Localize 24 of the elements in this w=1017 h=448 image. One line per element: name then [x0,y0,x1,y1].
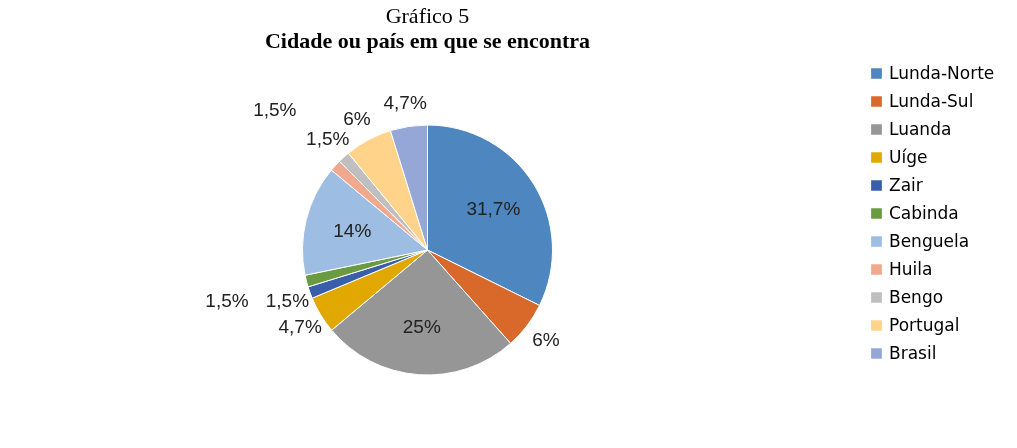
legend-label: Huila [889,258,933,279]
data-label: 4,7% [383,91,427,113]
legend-label: Brasil [889,342,937,363]
data-label: 6% [343,107,371,129]
legend-label: Luanda [889,118,952,139]
data-label: 1,5% [265,289,310,311]
legend-label: Portugal [889,314,960,335]
legend-label: Cabinda [889,202,959,223]
data-label: 1,5% [253,99,297,121]
data-label: 4,7% [278,316,322,338]
chart-subtitle: Cidade ou país em que se encontra [264,28,591,53]
data-label: 1,5% [205,290,249,312]
data-label: 6% [532,329,560,351]
legend-label: Bengo [889,286,944,307]
legend-label: Uíge [889,146,928,167]
legend-label: Lunda-Sul [889,90,974,111]
data-label: 1,5% [306,128,350,150]
legend-label: Lunda-Norte [889,62,995,83]
legend-label: Zair [889,174,923,195]
legend-label: Benguela [889,230,970,251]
data-label: 25% [402,316,441,338]
data-label: 31,7% [466,198,521,220]
data-label: 14% [333,220,372,242]
chart-title: Gráfico 5 [385,3,470,28]
